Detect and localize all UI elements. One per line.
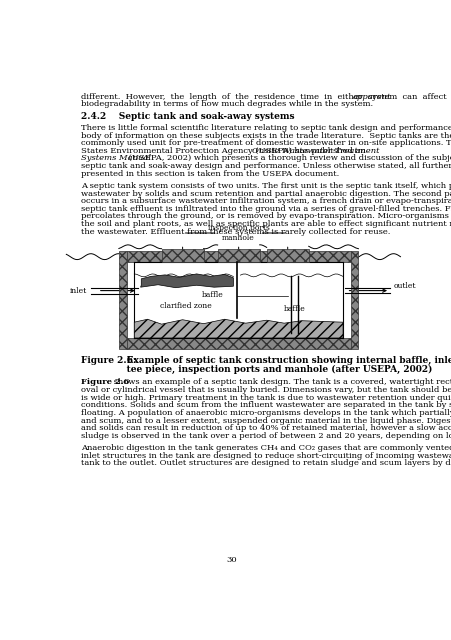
Bar <box>350 251 358 349</box>
Polygon shape <box>134 319 342 338</box>
Text: oval or cylindrical vessel that is usually buried. Dimensions vary, but the tank: oval or cylindrical vessel that is usual… <box>81 386 451 394</box>
Text: apparent: apparent <box>352 93 390 100</box>
Text: inspection ports: inspection ports <box>207 224 269 232</box>
Text: There is little formal scientific literature relating to septic tank design and : There is little formal scientific litera… <box>81 124 451 132</box>
Text: commonly used unit for pre-treatment of domestic wastewater in on-site applicati: commonly used unit for pre-treatment of … <box>81 139 451 147</box>
Text: and solids can result in reduction of up to 40% of retained material, however a : and solids can result in reduction of up… <box>81 424 451 432</box>
Text: outlet: outlet <box>393 282 415 290</box>
Bar <box>266 249 308 262</box>
Text: and scum, and to a lesser extent, suspended organic material in the liquid phase: and scum, and to a lesser extent, suspen… <box>81 417 451 424</box>
Polygon shape <box>140 274 233 288</box>
Text: sludge is observed in the tank over a period of between 2 and 20 years, dependin: sludge is observed in the tank over a pe… <box>81 432 451 440</box>
Text: baffle: baffle <box>284 305 305 313</box>
Text: inlet: inlet <box>70 287 87 294</box>
Text: Figure 2.6:: Figure 2.6: <box>81 356 136 365</box>
Text: conditions. Solids and scum from the influent wastewater are separated in the ta: conditions. Solids and scum from the inf… <box>81 401 451 409</box>
Text: 2.4.2    Septic tank and soak-away systems: 2.4.2 Septic tank and soak-away systems <box>81 113 294 122</box>
Text: inlet structures in the tank are designed to reduce short-circuiting of incoming: inlet structures in the tank are designe… <box>81 452 451 460</box>
Text: tee piece, inspection ports and manhole (after USEPA, 2002): tee piece, inspection ports and manhole … <box>110 365 431 374</box>
Text: 30: 30 <box>226 556 236 564</box>
Bar <box>119 251 126 349</box>
Text: baffle: baffle <box>202 291 223 299</box>
Text: manhole: manhole <box>222 234 254 242</box>
Text: biodegradability in terms of how much degrades while in the system.: biodegradability in terms of how much de… <box>81 100 373 108</box>
Bar <box>126 338 350 349</box>
Bar <box>126 251 350 262</box>
Text: the soil and plant roots, as well as specific plants are able to effect signific: the soil and plant roots, as well as spe… <box>81 220 451 228</box>
Text: septic tank and soak-away design and performance. Unless otherwise stated, all f: septic tank and soak-away design and per… <box>81 162 451 170</box>
Text: Onsite Wastewater Treatment: Onsite Wastewater Treatment <box>251 147 379 155</box>
Text: presented in this section is taken from the USEPA document.: presented in this section is taken from … <box>81 170 339 178</box>
Bar <box>134 262 342 338</box>
Text: Anaerobic digestion in the tank generates CH₄ and CO₂ gases that are commonly ve: Anaerobic digestion in the tank generate… <box>81 444 451 452</box>
Bar <box>217 249 259 262</box>
Text: floating. A population of anaerobic micro-organisms develops in the tank which p: floating. A population of anaerobic micr… <box>81 409 451 417</box>
Text: body of information on these subjects exists in the trade literature.  Septic ta: body of information on these subjects ex… <box>81 132 451 140</box>
Text: A septic tank system consists of two units. The first unit is the septic tank it: A septic tank system consists of two uni… <box>81 182 451 190</box>
Text: Systems Manual: Systems Manual <box>81 154 151 163</box>
Text: is wide or high. Primary treatment in the tank is due to wastewater retention un: is wide or high. Primary treatment in th… <box>81 394 451 402</box>
Text: Figure 2.6: Figure 2.6 <box>81 378 129 387</box>
Text: Example of septic tank construction showing internal baffle, inlet baffle, outle: Example of septic tank construction show… <box>110 356 451 365</box>
Text: occurs in a subsurface wastewater infiltration system, a french drain or evapo-t: occurs in a subsurface wastewater infilt… <box>81 197 451 205</box>
Text: shows an example of a septic tank design. The tank is a covered, watertight rect: shows an example of a septic tank design… <box>110 378 451 387</box>
Text: wastewater by solids and scum retention and partial anaerobic digestion. The sec: wastewater by solids and scum retention … <box>81 189 451 198</box>
Text: (USEPA, 2002) which presents a thorough review and discussion of the subject of: (USEPA, 2002) which presents a thorough … <box>125 154 451 163</box>
Bar <box>161 249 203 262</box>
Text: septic tank effluent is infiltrated into the ground via a series of gravel-fille: septic tank effluent is infiltrated into… <box>81 205 451 213</box>
Text: the wastewater. Effluent from these systems is rarely collected for reuse.: the wastewater. Effluent from these syst… <box>81 228 390 236</box>
Text: tank to the outlet. Outlet structures are designed to retain sludge and scum lay: tank to the outlet. Outlet structures ar… <box>81 460 451 467</box>
Text: clarified zone: clarified zone <box>159 302 211 310</box>
Text: States Environmental Protection Agency (USEPA) has published an: States Environmental Protection Agency (… <box>81 147 368 155</box>
Text: different.  However,  the  length  of  the  residence  time  in  either  system : different. However, the length of the re… <box>81 93 451 100</box>
Text: percolates through the ground, or is removed by evapo-transpiration. Micro-organ: percolates through the ground, or is rem… <box>81 212 451 221</box>
